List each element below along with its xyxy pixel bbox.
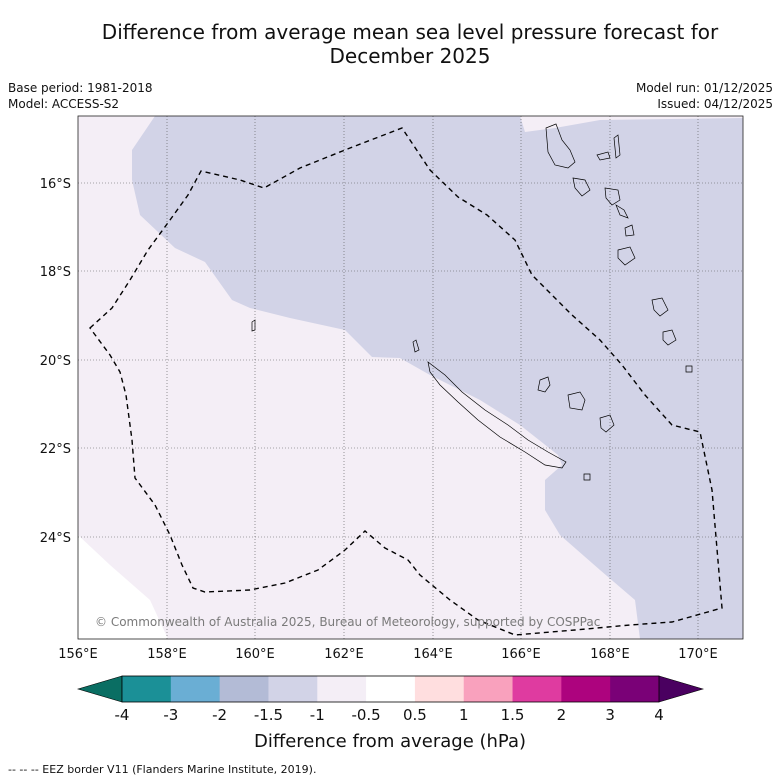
colorbar: -4 -3 -2 -1.5 -1 -0.5 0.5 1 1.5 2 3 4 Di… <box>76 675 705 752</box>
matthew-island <box>685 365 693 373</box>
colorbar-cell <box>122 676 172 702</box>
eez-footnote: -- -- -- EEZ border V11 (Flanders Marine… <box>8 763 317 776</box>
colorbar-tick: -3 <box>163 706 178 724</box>
model-run: Model run: 01/12/2025 <box>635 81 773 95</box>
malakula-island <box>572 177 591 197</box>
lat-label: 16°S <box>40 177 71 192</box>
meta-left: Base period: 1981-2018 Model: ACCESS-S2 <box>8 80 153 112</box>
chesterfield-reef <box>251 319 256 332</box>
new-caledonia-outline <box>427 361 567 469</box>
lat-label: 22°S <box>40 442 71 457</box>
colorbar-cell <box>463 676 514 702</box>
lon-label: 160°E <box>235 647 275 662</box>
lat-label: 24°S <box>40 531 71 546</box>
lon-label: 164°E <box>413 647 453 662</box>
lon-label: 156°E <box>58 647 98 662</box>
colorbar-min-triangle <box>76 675 123 703</box>
maewo-island <box>613 134 621 159</box>
colorbar-frame <box>121 675 660 703</box>
colorbar-tick: 0.5 <box>403 706 427 724</box>
islands <box>251 123 693 481</box>
pentecost-island <box>604 187 621 206</box>
tanna-island <box>651 297 669 317</box>
colorbar-tick: 2 <box>557 706 567 724</box>
title-line-2: December 2025 <box>329 44 491 68</box>
lat-labels: 16°S 18°S 20°S 22°S 24°S <box>40 177 71 546</box>
base-period: Base period: 1981-2018 <box>8 81 153 95</box>
colorbar-tick: -2 <box>212 706 227 724</box>
lon-labels: 156°E 158°E 160°E 162°E 164°E 166°E 168°… <box>58 647 718 662</box>
colorbar-tick: 1.5 <box>501 706 525 724</box>
colorbar-label: Difference from average (hPa) <box>254 731 526 752</box>
epi-island <box>615 204 629 219</box>
colorbar-cell <box>219 676 269 702</box>
aneityum-island <box>662 329 677 346</box>
lon-label: 162°E <box>324 647 364 662</box>
belep-islands <box>412 339 420 353</box>
colorbar-max-triangle <box>658 675 705 703</box>
lon-label: 168°E <box>590 647 630 662</box>
colorbar-tick: 4 <box>654 706 664 724</box>
ambae-island <box>596 151 611 161</box>
field-band-lavender <box>132 116 743 639</box>
colorbar-tick: 3 <box>605 706 615 724</box>
map-area <box>78 116 743 639</box>
colorbar-cell <box>512 676 562 702</box>
model-name: Model: ACCESS-S2 <box>8 97 120 111</box>
erromango-island <box>617 246 636 266</box>
colorbar-tick: -1 <box>310 706 325 724</box>
loyalty-island-2 <box>567 391 586 411</box>
lat-label: 18°S <box>40 265 71 280</box>
walpole-island <box>583 473 591 481</box>
lon-label: 170°E <box>678 647 718 662</box>
lon-label: 166°E <box>501 647 541 662</box>
colorbar-cell <box>561 676 611 702</box>
issued-date: Issued: 04/12/2025 <box>657 97 773 111</box>
lat-label: 20°S <box>40 354 71 369</box>
map-frame <box>77 115 744 640</box>
espiritu-santo <box>545 123 576 169</box>
loyalty-island-3 <box>599 414 615 433</box>
colorbar-cell <box>268 676 318 702</box>
loyalty-island-1 <box>537 376 551 393</box>
map-title: Difference from average mean sea level p… <box>60 20 760 68</box>
colorbar-cell <box>317 676 367 702</box>
colorbar-cell <box>610 676 660 702</box>
copyright-text: © Commonwealth of Australia 2025, Bureau… <box>95 615 600 629</box>
colorbar-tick: -4 <box>115 706 130 724</box>
eez-border <box>89 127 723 636</box>
colorbar-tick: -0.5 <box>351 706 380 724</box>
colorbar-tick: 1 <box>459 706 469 724</box>
efate-island <box>624 224 635 237</box>
field-band-white <box>78 535 168 639</box>
title-line-1: Difference from average mean sea level p… <box>101 20 719 44</box>
meta-right: Model run: 01/12/2025 Issued: 04/12/2025 <box>636 80 773 112</box>
colorbar-tick: -1.5 <box>254 706 283 724</box>
gridlines <box>78 116 743 639</box>
colorbar-cell <box>414 676 465 702</box>
colorbar-cell <box>170 676 221 702</box>
lon-label: 158°E <box>147 647 187 662</box>
colorbar-cell <box>366 676 416 702</box>
